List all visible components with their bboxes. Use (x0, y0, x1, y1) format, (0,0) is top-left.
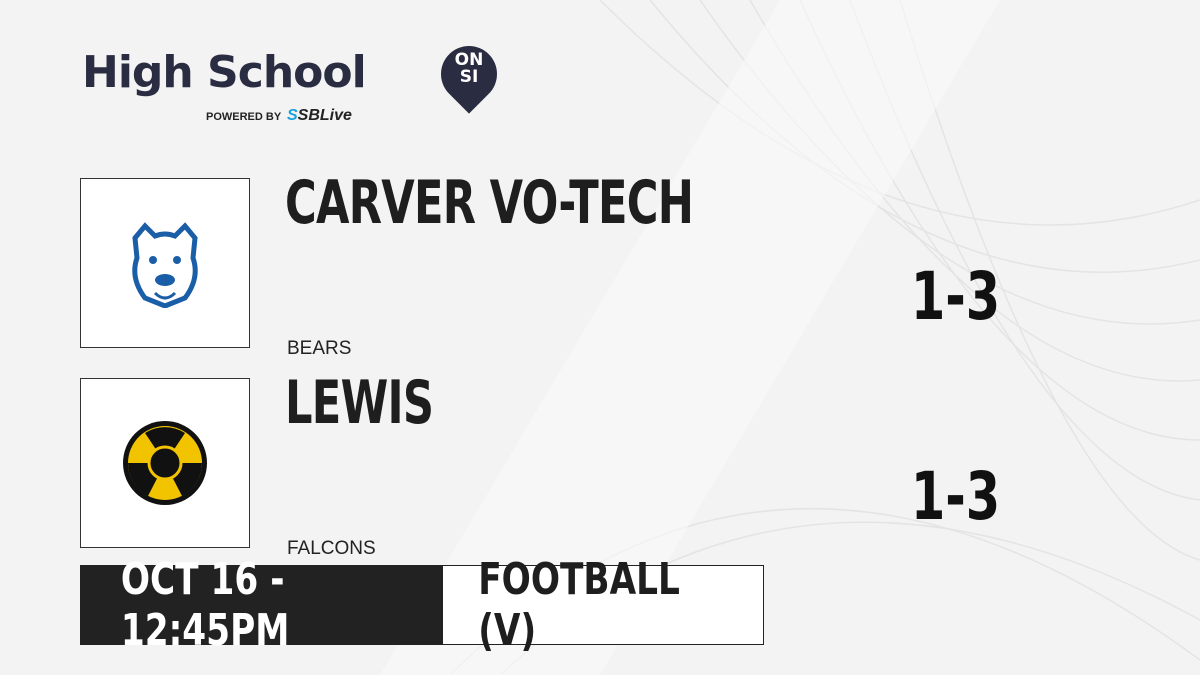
game-info-bar: OCT 16 - 12:45PM FOOTBALL (V) (80, 554, 764, 656)
team-logo-box (80, 378, 250, 548)
team-logo-box (80, 178, 250, 348)
falcon-logo-icon (123, 421, 207, 505)
team-mascot: BEARS (287, 338, 352, 359)
team-record: 1-3 (910, 258, 1000, 335)
on-si-badge: ON SI (454, 50, 484, 87)
team-record: 1-3 (910, 458, 1000, 535)
powered-by: POWERED BY (206, 111, 282, 123)
bear-logo-icon (132, 222, 198, 308)
brand-title: High School (82, 47, 367, 98)
game-datetime: OCT 16 - 12:45PM (81, 554, 443, 656)
team-mascot: FALCONS (287, 538, 376, 559)
sblive-logo: SSBLive (287, 107, 352, 124)
team-name: CARVER VO-TECH (285, 168, 694, 238)
game-sport: FOOTBALL (V) (443, 554, 763, 656)
team-name: LEWIS (285, 368, 434, 438)
